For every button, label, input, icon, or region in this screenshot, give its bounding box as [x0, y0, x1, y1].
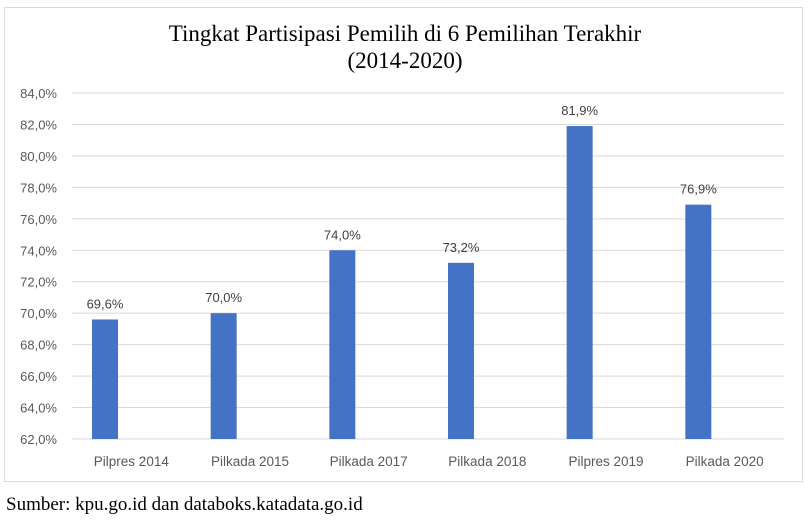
- bar: [566, 126, 593, 439]
- x-tick-label: Pilkada 2020: [686, 454, 764, 469]
- x-tick-label: Pilkada 2015: [211, 454, 289, 469]
- chart-title: Tingkat Partisipasi Pemilih di 6 Pemilih…: [0, 20, 810, 74]
- y-tick-label: 82,0%: [20, 117, 57, 132]
- source-note: Sumber: kpu.go.id dan databoks.katadata.…: [6, 494, 363, 515]
- x-tick-label: Pilkada 2018: [448, 454, 526, 469]
- x-tick-label: Pilpres 2019: [568, 454, 643, 469]
- data-label: 70,0%: [205, 290, 242, 305]
- data-label: 69,6%: [87, 296, 124, 311]
- y-tick-label: 84,0%: [20, 86, 57, 101]
- y-tick-label: 68,0%: [20, 338, 57, 353]
- y-tick-label: 62,0%: [20, 432, 57, 447]
- bar: [329, 250, 356, 439]
- y-tick-label: 74,0%: [20, 243, 57, 258]
- data-label: 73,2%: [443, 240, 480, 255]
- bar: [685, 204, 712, 439]
- chart-frame: [4, 7, 803, 482]
- y-tick-label: 80,0%: [20, 149, 57, 164]
- y-tick-label: 64,0%: [20, 401, 57, 416]
- data-label: 74,0%: [324, 227, 361, 242]
- chart-title-line2: (2014-2020): [347, 48, 463, 73]
- y-tick-label: 70,0%: [20, 306, 57, 321]
- y-tick-label: 66,0%: [20, 369, 57, 384]
- bar: [92, 319, 118, 439]
- bar: [448, 262, 474, 439]
- y-tick-label: 72,0%: [20, 275, 57, 290]
- x-tick-label: Pilpres 2014: [94, 454, 170, 469]
- data-label: 81,9%: [561, 103, 598, 118]
- y-tick-label: 78,0%: [20, 180, 57, 195]
- chart-title-line1: Tingkat Partisipasi Pemilih di 6 Pemilih…: [168, 21, 642, 46]
- bar: [210, 313, 237, 439]
- data-label: 76,9%: [680, 182, 717, 197]
- y-tick-label: 76,0%: [20, 212, 57, 227]
- x-tick-label: Pilkada 2017: [330, 454, 408, 469]
